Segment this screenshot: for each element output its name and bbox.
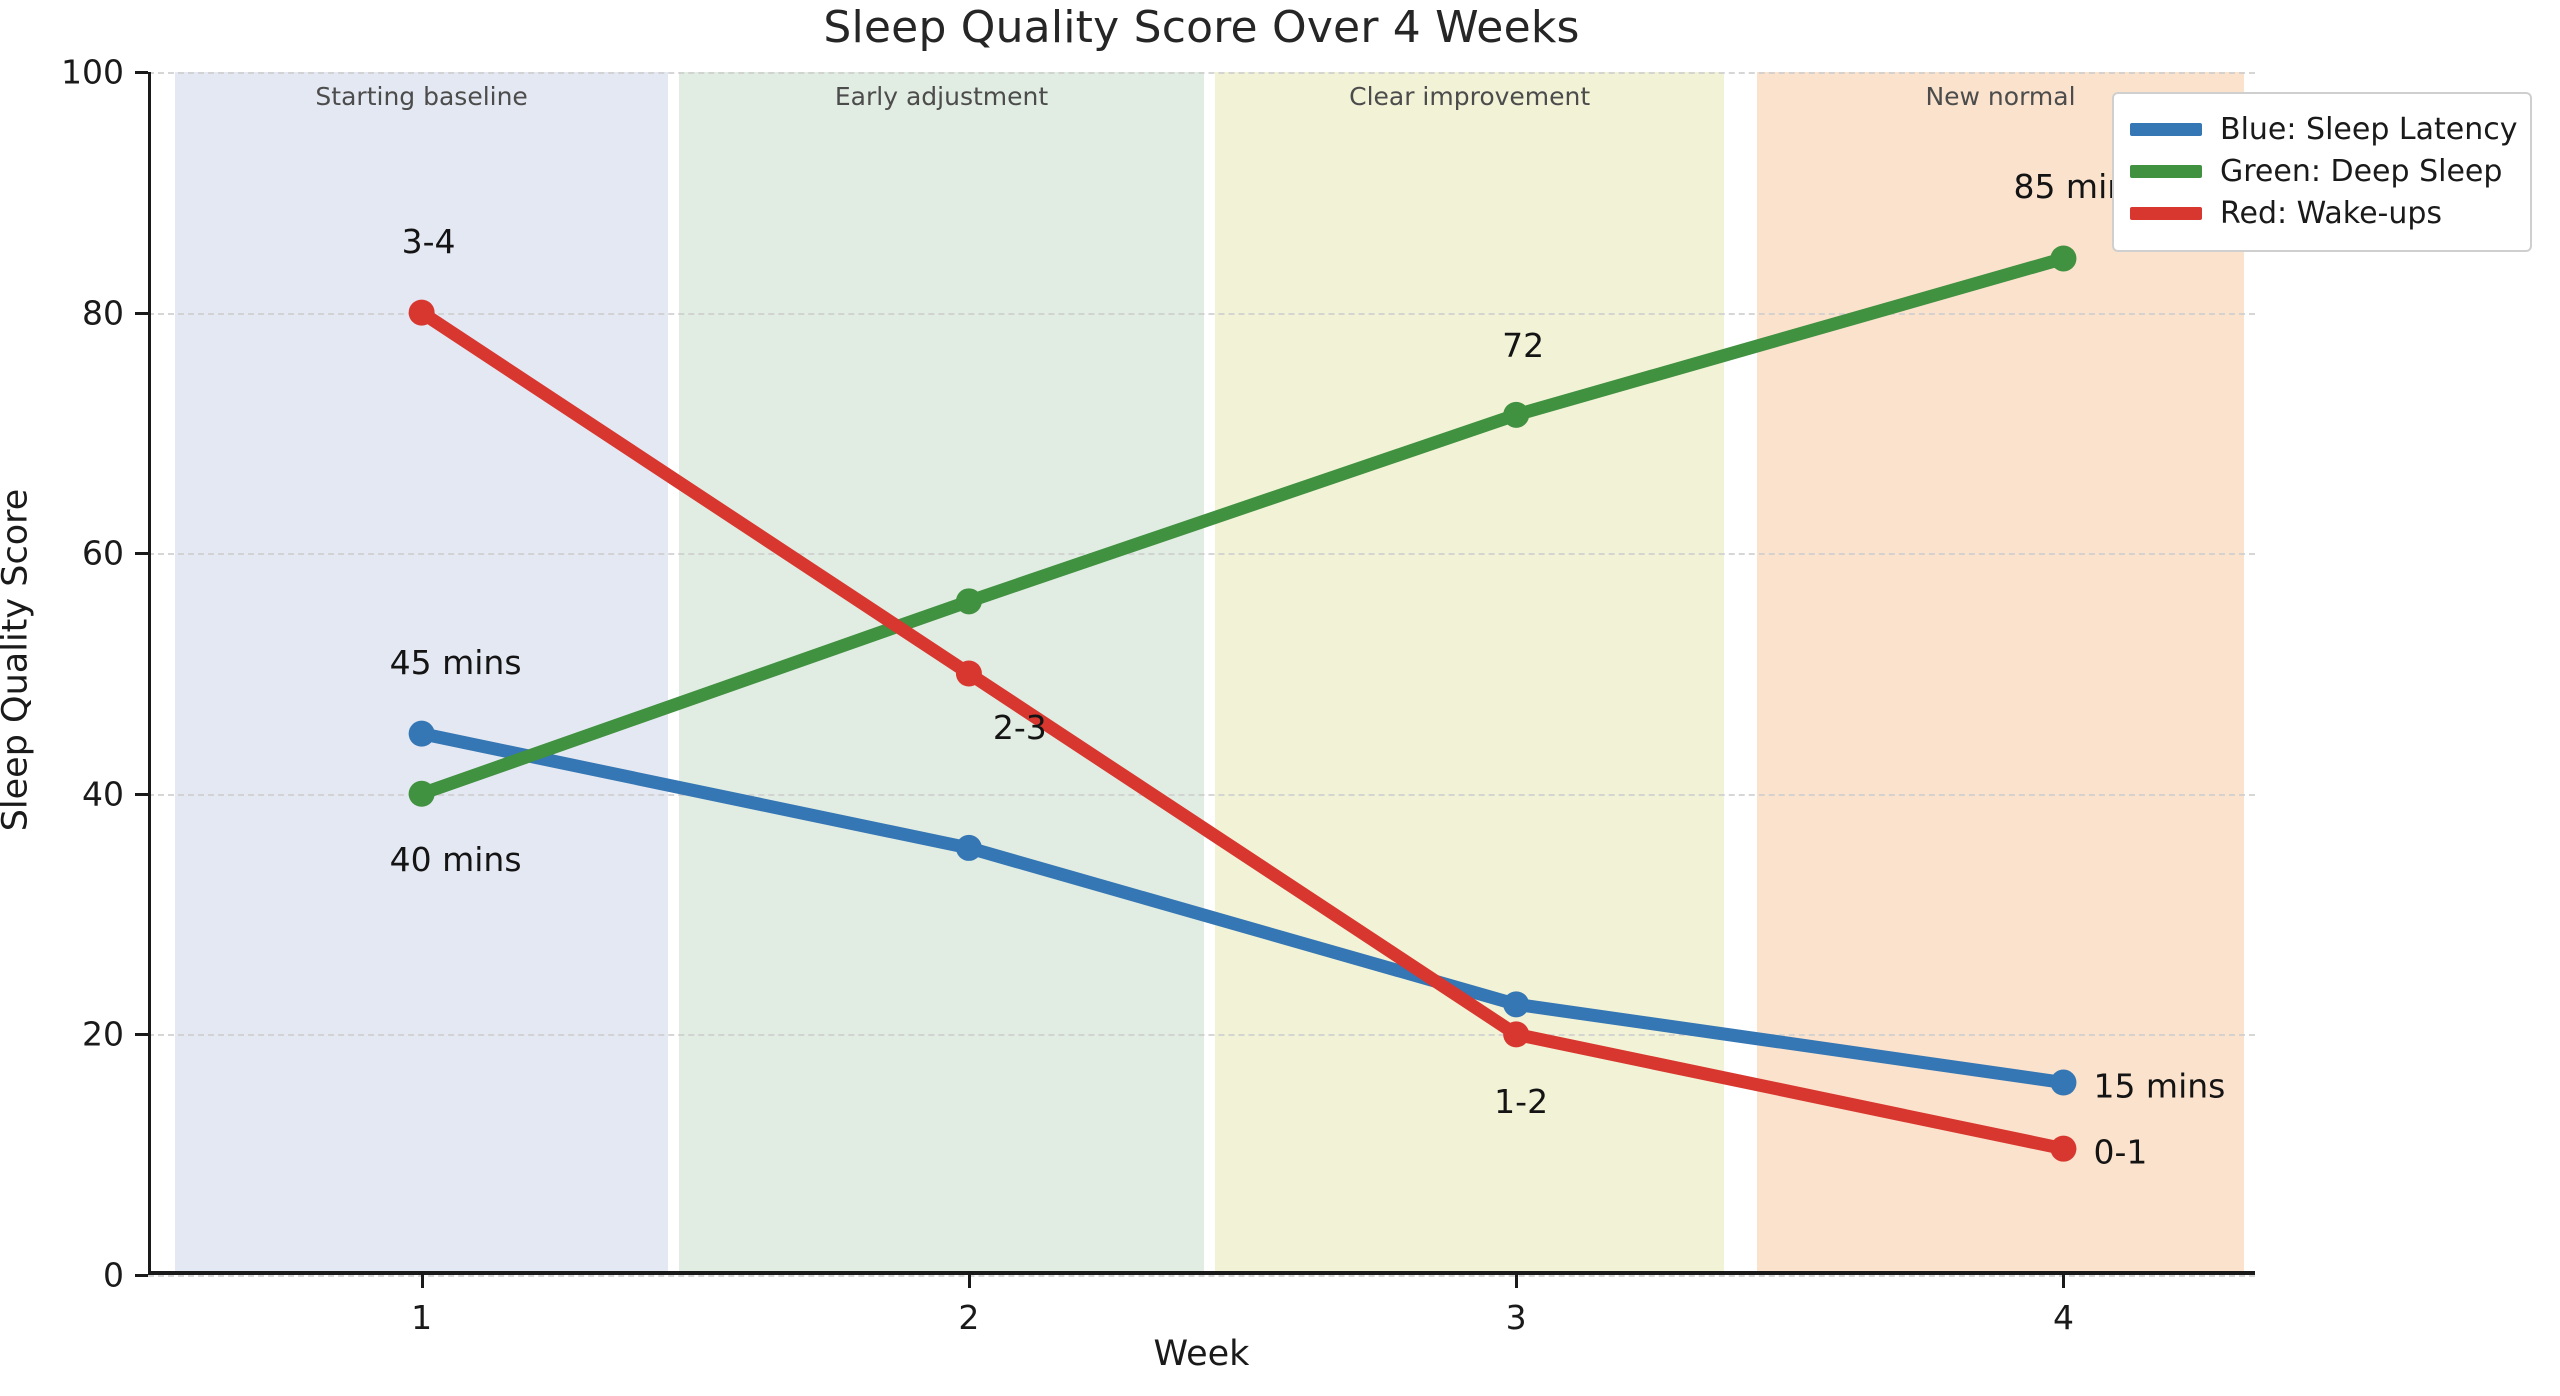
data-point-marker[interactable]	[955, 834, 982, 861]
x-tick-label: 4	[2052, 1298, 2074, 1337]
series-line	[415, 306, 2070, 1156]
phase-band: Clear improvement	[1215, 72, 1725, 1275]
point-annotation: 15 mins	[2093, 1066, 2226, 1106]
gridline	[148, 553, 2255, 556]
x-tick-mark	[967, 1275, 971, 1288]
legend-item-label: Green: Deep Sleep	[2220, 153, 2503, 189]
phase-band-label: New normal	[1925, 82, 2076, 111]
y-tick-mark	[135, 1274, 148, 1277]
y-tick-mark	[135, 71, 148, 74]
legend-color-swatch	[2130, 206, 2202, 220]
gridline	[148, 1275, 2255, 1277]
y-tick-label: 60	[82, 533, 124, 573]
y-tick-mark	[135, 792, 148, 796]
y-tick-mark	[135, 1033, 148, 1037]
data-point-marker[interactable]	[2050, 1135, 2077, 1162]
legend-item[interactable]: Blue: Sleep Latency	[2130, 108, 2518, 150]
legend-item[interactable]: Red: Wake-ups	[2130, 192, 2514, 234]
data-point-marker[interactable]	[408, 720, 435, 747]
x-tick-mark	[420, 1275, 424, 1288]
legend-color-swatch	[2130, 122, 2202, 136]
gridline	[148, 72, 2255, 74]
y-tick-label: 20	[82, 1014, 124, 1054]
data-point-marker[interactable]	[1503, 991, 1530, 1018]
x-tick-mark	[2062, 1275, 2066, 1288]
series-line	[415, 251, 2070, 801]
data-point-marker[interactable]	[2050, 1069, 2077, 1096]
phase-band-label: Clear improvement	[1349, 82, 1591, 111]
point-annotation: 45 mins	[389, 642, 522, 682]
y-tick-mark	[135, 552, 148, 556]
point-annotation: 0-1	[2093, 1132, 2148, 1172]
phase-band-label: Early adjustment	[834, 82, 1049, 111]
y-axis-spine	[148, 72, 151, 1275]
gridline	[148, 793, 2255, 796]
x-tick-mark	[1515, 1275, 1519, 1288]
phase-band: Starting baseline	[175, 72, 668, 1275]
plot-area: Starting baseline Early adjustment Clear i…	[61, 53, 2255, 1337]
point-annotation: 2-3	[992, 707, 1047, 747]
chart-title: Sleep Quality Score Over 4 Weeks	[823, 2, 1580, 53]
x-tick-label: 3	[1505, 1298, 1527, 1337]
x-tick-label: 1	[411, 1298, 433, 1337]
legend-color-swatch	[2130, 164, 2202, 178]
data-point-marker[interactable]	[2050, 245, 2077, 272]
gridline	[148, 312, 2255, 315]
y-tick-mark	[135, 311, 148, 315]
y-tick-label: 40	[82, 774, 124, 814]
x-tick-label: 2	[958, 1298, 980, 1337]
series-line	[415, 727, 2070, 1090]
x-axis-spine	[148, 1271, 2255, 1275]
data-point-marker[interactable]	[1503, 401, 1530, 428]
point-annotation: 40 mins	[389, 839, 522, 879]
data-point-marker[interactable]	[408, 780, 435, 807]
gridline	[148, 1034, 2255, 1037]
phase-band-label: Starting baseline	[315, 82, 528, 111]
legend-item-label: Red: Wake-ups	[2220, 195, 2443, 231]
y-tick-label: 80	[82, 293, 124, 333]
series-layer	[408, 245, 2077, 1162]
point-annotation: 3-4	[401, 221, 456, 261]
chart-legend[interactable]: Blue: Sleep Latency Green: Deep Sleep Red:…	[2112, 92, 2532, 252]
point-annotation: 1-2	[1494, 1082, 1549, 1122]
point-annotation: 72	[1502, 325, 1545, 365]
y-tick-label: 100	[61, 52, 124, 92]
data-point-marker[interactable]	[955, 588, 982, 615]
legend-item[interactable]: Green: Deep Sleep	[2130, 150, 2514, 192]
data-point-marker[interactable]	[408, 299, 435, 326]
y-axis-label: Sleep Quality Score	[0, 488, 36, 832]
data-point-marker[interactable]	[955, 660, 982, 687]
legend-item-label: Blue: Sleep Latency	[2220, 111, 2518, 147]
x-axis-label: Week	[1153, 1334, 1250, 1374]
y-tick-label: 0	[103, 1255, 124, 1295]
data-point-marker[interactable]	[1503, 1021, 1530, 1048]
